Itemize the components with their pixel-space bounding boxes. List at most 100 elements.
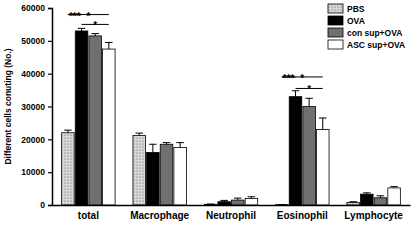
error-bar	[377, 196, 385, 198]
error-bar	[176, 143, 184, 148]
bar	[316, 129, 329, 205]
plot: 0 10000 20000 30000 40000 50000 60000 total Macr…	[21, 3, 410, 221]
error-bar	[105, 42, 113, 49]
legend-item: OVA	[328, 16, 365, 26]
significance-label: *	[86, 11, 90, 22]
y-tick-mark	[48, 205, 52, 206]
error-cap	[163, 142, 171, 143]
bar	[232, 200, 245, 205]
error-line	[152, 144, 153, 152]
legend-item: PBS	[328, 4, 365, 14]
bar	[62, 133, 75, 205]
legend-label: con sup+OVA	[347, 28, 402, 38]
legend: PBS OVA con sup+OVA ASC sup+OVA	[328, 4, 405, 50]
x-tick: Macrophage	[130, 205, 189, 221]
error-cap	[64, 130, 72, 131]
error-line	[180, 143, 181, 148]
error-cap	[390, 186, 398, 187]
significance-label: ***	[69, 11, 81, 22]
legend-label: OVA	[347, 16, 365, 26]
bar	[374, 198, 387, 205]
error-bar	[220, 200, 228, 201]
x-tick-label: Eosinophil	[277, 210, 328, 221]
significance-label: *	[307, 84, 311, 95]
bar	[174, 148, 187, 205]
error-cap	[78, 28, 86, 29]
x-tick-label: total	[78, 210, 99, 221]
y-tick-mark	[48, 8, 52, 9]
legend-swatch	[328, 40, 343, 49]
series	[75, 28, 373, 205]
error-bar	[91, 34, 99, 36]
error-cap	[176, 142, 184, 143]
error-cap	[305, 98, 313, 99]
x-tick-label: Neutrophil	[206, 210, 256, 221]
bar	[289, 97, 302, 205]
error-line	[295, 91, 296, 97]
x-axis: total Macrophage Neutrophil Eosinophil Lymph…	[53, 205, 411, 221]
x-tick: Eosinophil	[277, 205, 328, 221]
error-bar	[207, 204, 215, 205]
y-axis-line	[48, 9, 53, 206]
bar	[133, 135, 146, 205]
y-tick-label: 50000	[21, 36, 45, 46]
y-tick-mark	[48, 41, 52, 42]
x-tick: Lymphocyte	[344, 205, 403, 221]
series	[89, 34, 387, 205]
bar	[361, 194, 374, 205]
y-tick-label: 40000	[21, 69, 45, 79]
y-tick-label: 0	[40, 200, 45, 210]
x-tick-label: Lymphocyte	[344, 210, 403, 221]
error-bar	[349, 201, 357, 203]
error-bar	[390, 187, 398, 188]
error-cap	[292, 90, 300, 91]
error-bar	[78, 28, 86, 31]
x-axis-line	[53, 205, 411, 207]
bar	[147, 152, 160, 205]
legend-swatch	[328, 16, 343, 25]
y-tick-mark	[48, 74, 52, 75]
error-line	[322, 118, 323, 129]
error-cap	[363, 192, 371, 193]
error-bar	[149, 144, 157, 152]
y-tick-label: 30000	[21, 102, 45, 112]
legend-label: ASC sup+OVA	[347, 40, 405, 50]
marks	[62, 28, 401, 205]
legend-swatch	[328, 4, 343, 13]
series	[103, 42, 401, 205]
error-bar	[135, 133, 143, 135]
bar	[218, 202, 231, 205]
bar	[160, 144, 173, 205]
legend-label: PBS	[347, 4, 365, 14]
y-tick: 60000	[21, 3, 52, 13]
y-tick: 50000	[21, 36, 52, 46]
error-bar	[305, 98, 313, 106]
bar	[303, 107, 316, 206]
y-tick: 40000	[21, 69, 52, 79]
error-cap	[234, 198, 242, 199]
y-tick: 10000	[21, 167, 52, 177]
legend-item: ASC sup+OVA	[328, 40, 405, 50]
error-cap	[248, 196, 256, 197]
error-bar	[292, 91, 300, 97]
legend-swatch	[328, 28, 343, 37]
bar	[75, 31, 88, 205]
error-cap	[207, 204, 215, 205]
y-tick-mark	[48, 172, 52, 173]
x-tick: total	[78, 205, 99, 221]
bar	[89, 36, 102, 205]
y-tick: 30000	[21, 102, 52, 112]
error-cap	[349, 201, 357, 202]
significance-label: *	[300, 73, 304, 84]
annotations: **********	[68, 11, 323, 96]
y-tick-label: 20000	[21, 135, 45, 145]
error-cap	[319, 117, 327, 118]
significance-label: ***	[283, 73, 295, 84]
error-cap	[105, 42, 113, 43]
error-line	[309, 98, 310, 106]
error-bar	[248, 197, 256, 199]
error-bar	[163, 143, 171, 145]
y-axis: 0 10000 20000 30000 40000 50000 60000	[21, 3, 52, 210]
legend-item: con sup+OVA	[328, 28, 402, 38]
chart: 0 10000 20000 30000 40000 50000 60000 total Macr…	[0, 0, 416, 227]
